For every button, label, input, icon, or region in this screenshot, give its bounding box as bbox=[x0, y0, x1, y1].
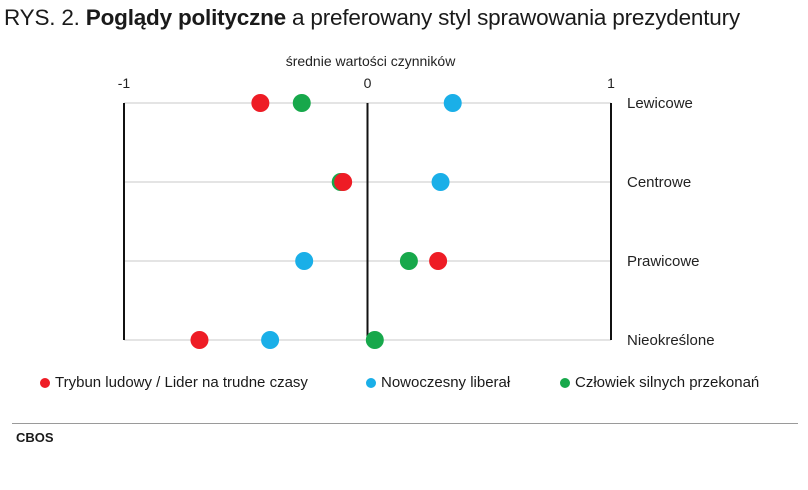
category-label-2: Prawicowe bbox=[627, 253, 700, 270]
data-point-s2-c3 bbox=[365, 331, 384, 349]
data-point-s2-c2 bbox=[399, 252, 418, 270]
data-point-s0-c0 bbox=[251, 94, 270, 112]
category-label-0: Lewicowe bbox=[627, 95, 693, 112]
legend-item-2: Człowiek silnych przekonań bbox=[560, 374, 759, 391]
data-point-s1-c0 bbox=[443, 94, 462, 112]
data-point-s2-c0 bbox=[292, 94, 311, 112]
footer-divider bbox=[12, 423, 798, 424]
x-tick-label-0: -1 bbox=[118, 75, 131, 91]
category-label-1: Centrowe bbox=[627, 174, 691, 191]
data-point-s0-c2 bbox=[429, 252, 448, 270]
x-tick-label-1: 0 bbox=[364, 75, 372, 91]
data-point-s1-c2 bbox=[295, 252, 314, 270]
data-point-s0-c3 bbox=[190, 331, 209, 349]
title-rest: a preferowany styl sprawowania prezydent… bbox=[292, 5, 740, 30]
legend-label-2: Człowiek silnych przekonań bbox=[575, 374, 760, 391]
legend-dot-0 bbox=[40, 377, 50, 388]
legend-label-0: Trybun ludowy / Lider na trudne czasy bbox=[55, 374, 308, 391]
title-bold: Poglądy polityczne bbox=[85, 5, 286, 30]
legend-dot-2 bbox=[560, 377, 570, 388]
data-point-s1-c1 bbox=[431, 173, 450, 191]
x-axis-label: średnie wartości czynników bbox=[286, 53, 457, 69]
data-point-s1-c3 bbox=[261, 331, 280, 349]
x-tick-label-2: 1 bbox=[607, 75, 615, 91]
legend-dot-1 bbox=[366, 377, 376, 388]
data-point-s0-c1 bbox=[334, 173, 353, 191]
chart-title: RYS. 2. Poglądy polityczne a preferowany… bbox=[4, 4, 740, 32]
source-label: CBOS bbox=[16, 430, 54, 445]
category-label-3: Nieokreślone bbox=[627, 332, 715, 349]
legend-item-0: Trybun ludowy / Lider na trudne czasy bbox=[40, 374, 308, 391]
title-prefix: RYS. 2. bbox=[4, 5, 80, 30]
legend-label-1: Nowoczesny liberał bbox=[381, 374, 511, 391]
legend-item-1: Nowoczesny liberał bbox=[366, 374, 510, 391]
